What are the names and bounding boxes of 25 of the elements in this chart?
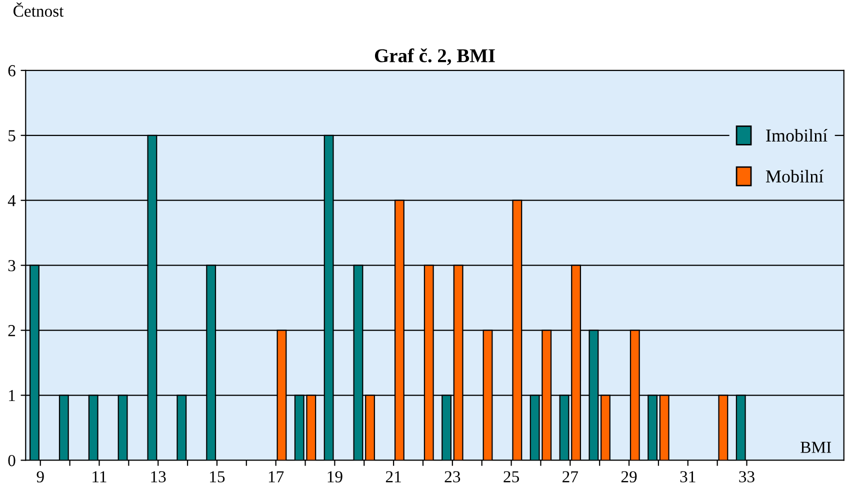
x-tick-label: 33: [739, 471, 754, 482]
x-tick-label: 9: [36, 471, 44, 482]
y-tick-label: 4: [8, 195, 16, 206]
y-tick-label: 6: [8, 65, 16, 76]
x-tick-label: 29: [621, 471, 637, 482]
x-tick-label: 13: [151, 471, 166, 482]
y-tick-label: 0: [8, 454, 16, 466]
x-tick-label: 21: [386, 471, 401, 482]
x-tick-label: 19: [328, 471, 342, 482]
legend-label: Mobilní: [766, 170, 824, 183]
x-tick-label: 11: [92, 471, 106, 482]
y-tick-label: 2: [8, 325, 16, 336]
x-tick-label: 15: [210, 471, 225, 482]
x-tick-label: 17: [268, 471, 284, 482]
y-tick-label: 5: [8, 130, 16, 142]
y-tick-label: 1: [9, 390, 15, 402]
x-axis-title: BMI: [800, 442, 832, 453]
y-tick-label: 3: [8, 260, 16, 272]
x-tick-label: 27: [562, 471, 578, 482]
x-tick-label: 25: [504, 471, 519, 482]
y-axis-title: Četnost: [14, 2, 64, 17]
legend-label: Imobilní: [766, 128, 828, 142]
x-tick-label: 31: [680, 471, 696, 482]
chart-title: Graf č. 2, BMI: [374, 48, 495, 66]
x-tick-label: 23: [444, 471, 460, 482]
